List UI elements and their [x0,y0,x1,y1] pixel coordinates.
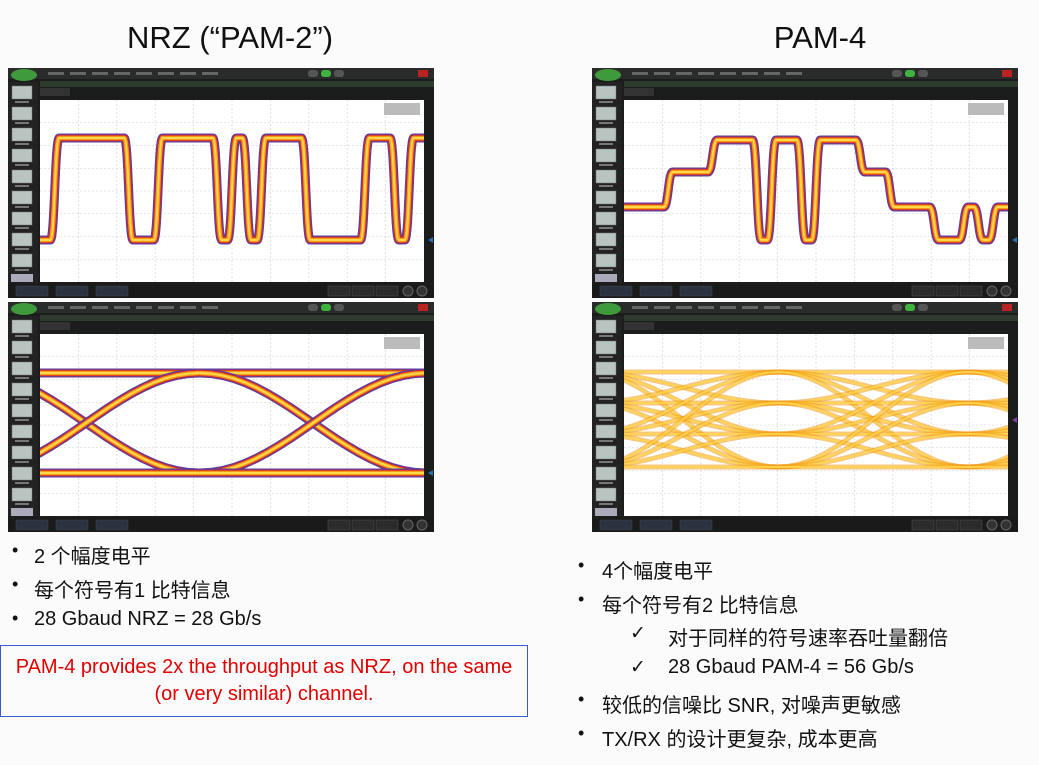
toolbar-button [11,508,33,516]
toolbar-tool-icon [11,253,33,268]
bullet-icon: • [578,588,585,609]
scope-tab [624,322,654,330]
toolbar-tool-icon [595,106,617,121]
scope-menu-bar [592,68,1018,79]
scope-legend-box [968,103,1004,115]
toolbar-tool-icon [11,361,33,376]
toolbar-tool-icon [11,445,33,460]
trace [40,137,424,241]
scope-logo-icon [11,303,37,315]
toolbar-tool-icon [595,169,617,184]
scope-logo-icon [595,69,621,81]
nrz-eye-diagram-screenshot [8,302,434,532]
trace [199,372,424,474]
toolbar-tool-icon [11,487,33,502]
checkmark-icon: ✓ [630,656,646,678]
channel-marker-icon [1012,237,1017,243]
eye-traces [40,368,424,478]
toolbar-tool-icon [11,211,33,226]
bullet-icon: • [578,555,585,575]
trace [624,139,1008,241]
close-icon [418,70,428,77]
channel-marker-icon [428,470,433,476]
toolbar-tool-icon [595,382,617,397]
scope-legend-box [968,337,1004,349]
toolbar-tool-icon [11,169,33,184]
trace [967,402,1008,411]
trace [967,371,1008,384]
scope-tab [40,322,70,330]
bullet-icon: • [12,608,19,628]
channel-marker-icon [1012,417,1017,423]
toolbar-button [11,274,33,282]
toolbar-tool-icon [595,361,617,376]
pam4-title: PAM-4 [773,20,867,55]
toolbar-tool-icon [11,382,33,397]
trace [40,372,200,454]
toolbar-tool-icon [11,424,33,439]
toolbar-button [595,274,617,282]
toolbar-tool-icon [595,487,617,502]
toolbar-tool-icon [595,403,617,418]
toolbar-tool-icon [595,148,617,163]
scope-menu-bar [8,302,434,313]
pam4-eye-diagram-screenshot [592,302,1018,532]
toolbar-tool-icon [11,127,33,142]
bullet-icon: • [12,574,19,594]
toolbar-tool-icon [595,211,617,226]
toolbar-tool-icon [595,232,617,247]
scope-menu-bar [8,68,434,79]
toolbar-button [595,508,617,516]
toolbar-tool-icon [595,85,617,100]
scope-tab [624,88,654,96]
toolbar-tool-icon [595,190,617,205]
toolbar-tool-icon [11,340,33,355]
trace [624,402,779,463]
close-icon [1002,304,1012,311]
bullet-icon: • [578,722,585,743]
toolbar-tool-icon [11,106,33,121]
scope-legend-box [384,103,420,115]
close-icon [1002,70,1012,77]
throughput-note: PAM-4 provides 2x the throughput as NRZ,… [0,645,528,717]
bullet-icon: • [12,540,19,560]
scope-menu-bar [592,302,1018,313]
scope-legend-box [384,337,420,349]
channel-marker-icon [428,237,433,243]
toolbar-tool-icon [11,319,33,334]
bullet-icon: • [578,689,585,709]
trace [624,371,779,460]
toolbar-tool-icon [595,424,617,439]
toolbar-tool-icon [11,466,33,481]
toolbar-tool-icon [595,319,617,334]
toolbar-tool-icon [595,445,617,460]
eye-traces [624,369,1008,470]
toolbar-tool-icon [11,403,33,418]
toolbar-tool-icon [595,253,617,268]
nrz-title: NRZ (“PAM-2”) [126,20,334,55]
nrz-waveform-screenshot [8,68,434,298]
toolbar-tool-icon [11,232,33,247]
toolbar-tool-icon [595,466,617,481]
pam4-waveform-screenshot [592,68,1018,298]
scope-logo-icon [11,69,37,81]
scope-logo-icon [595,303,621,315]
toolbar-tool-icon [595,127,617,142]
trace [624,433,779,466]
toolbar-tool-icon [11,148,33,163]
toolbar-tool-icon [595,340,617,355]
toolbar-tool-icon [11,190,33,205]
trace [967,433,1008,439]
scope-tab [40,88,70,96]
close-icon [418,304,428,311]
toolbar-tool-icon [11,85,33,100]
checkmark-icon: ✓ [630,623,646,644]
